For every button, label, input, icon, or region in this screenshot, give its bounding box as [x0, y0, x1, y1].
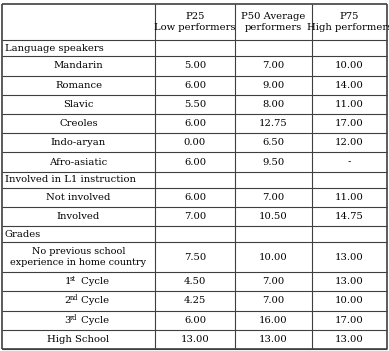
Text: Involved: Involved: [57, 212, 100, 221]
Text: P25
Low performers: P25 Low performers: [154, 12, 236, 32]
Text: Cycle: Cycle: [78, 277, 109, 286]
Text: 17.00: 17.00: [335, 316, 364, 325]
Text: 11.00: 11.00: [335, 100, 364, 109]
Text: 6.00: 6.00: [184, 316, 206, 325]
Text: -: -: [348, 158, 351, 167]
Text: 6.00: 6.00: [184, 193, 206, 202]
Text: P50 Average
performers: P50 Average performers: [241, 12, 306, 32]
Text: 4.25: 4.25: [184, 297, 206, 305]
Text: High School: High School: [47, 335, 110, 344]
Text: Cycle: Cycle: [78, 297, 109, 305]
Text: 9.50: 9.50: [262, 158, 285, 167]
Text: Language speakers: Language speakers: [5, 44, 104, 53]
Text: 10.00: 10.00: [335, 297, 364, 305]
Text: 2: 2: [65, 297, 71, 305]
Text: 13.00: 13.00: [335, 277, 364, 286]
Text: Indo-aryan: Indo-aryan: [51, 138, 106, 147]
Text: 0.00: 0.00: [184, 138, 206, 147]
Text: Slavic: Slavic: [63, 100, 94, 109]
Text: 16.00: 16.00: [259, 316, 288, 325]
Text: 7.00: 7.00: [262, 277, 285, 286]
Text: 10.50: 10.50: [259, 212, 288, 221]
Text: 14.00: 14.00: [335, 81, 364, 90]
Text: 6.00: 6.00: [184, 81, 206, 90]
Text: 14.75: 14.75: [335, 212, 364, 221]
Text: 5.00: 5.00: [184, 61, 206, 71]
Text: nd: nd: [70, 294, 79, 303]
Text: 7.00: 7.00: [262, 193, 285, 202]
Text: st: st: [70, 275, 76, 283]
Text: 6.00: 6.00: [184, 158, 206, 167]
Text: 13.00: 13.00: [335, 253, 364, 261]
Text: Mandarin: Mandarin: [54, 61, 103, 71]
Text: 4.50: 4.50: [184, 277, 206, 286]
Text: P75
High performers: P75 High performers: [307, 12, 389, 32]
Text: 7.00: 7.00: [184, 212, 206, 221]
Text: Afro-asiatic: Afro-asiatic: [49, 158, 108, 167]
Text: 1: 1: [65, 277, 71, 286]
Text: Creoles: Creoles: [59, 119, 98, 128]
Text: 9.00: 9.00: [262, 81, 285, 90]
Text: 5.50: 5.50: [184, 100, 206, 109]
Text: 7.00: 7.00: [262, 61, 285, 71]
Text: 6.00: 6.00: [184, 119, 206, 128]
Text: Not involved: Not involved: [46, 193, 111, 202]
Text: Cycle: Cycle: [78, 316, 109, 325]
Text: 10.00: 10.00: [335, 61, 364, 71]
Text: Grades: Grades: [5, 230, 41, 239]
Text: 8.00: 8.00: [262, 100, 285, 109]
Text: rd: rd: [70, 314, 77, 322]
Text: Romance: Romance: [55, 81, 102, 90]
Text: No previous school
experience in home country: No previous school experience in home co…: [11, 247, 147, 267]
Text: 7.50: 7.50: [184, 253, 206, 261]
Text: 13.00: 13.00: [335, 335, 364, 344]
Text: 17.00: 17.00: [335, 119, 364, 128]
Text: Involved in L1 instruction: Involved in L1 instruction: [5, 175, 136, 184]
Text: 13.00: 13.00: [259, 335, 288, 344]
Text: 11.00: 11.00: [335, 193, 364, 202]
Text: 6.50: 6.50: [263, 138, 285, 147]
Text: 12.75: 12.75: [259, 119, 288, 128]
Text: 12.00: 12.00: [335, 138, 364, 147]
Text: 10.00: 10.00: [259, 253, 288, 261]
Text: 7.00: 7.00: [262, 297, 285, 305]
Text: 3: 3: [65, 316, 71, 325]
Text: 13.00: 13.00: [180, 335, 209, 344]
